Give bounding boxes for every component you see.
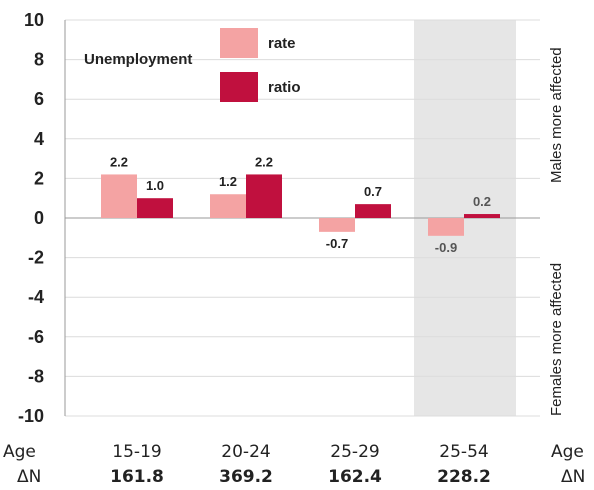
bar-ratio-25-54 [464,214,500,218]
data-label-rate-20-24: 1.2 [219,174,237,189]
y-tick-label: -6 [28,327,44,347]
delta-n-value: 161.8 [110,467,164,487]
bar-rate-25-29 [319,218,355,232]
legend-label-ratio: ratio [268,79,301,96]
data-label-ratio-25-54: 0.2 [473,194,491,209]
y-tick-label: 4 [34,129,44,149]
legend-swatch-rate [220,28,258,58]
y-tick-label: 0 [34,208,44,228]
bar-ratio-20-24 [246,174,282,218]
x-tick-label: 15-19 [112,442,161,462]
delta-n-value: 162.4 [328,467,382,487]
y-tick-label: 2 [34,168,44,188]
data-label-ratio-25-29: 0.7 [364,184,382,199]
y-tick-label: -8 [28,366,44,386]
delta-n-value: 228.2 [437,467,491,487]
data-label-ratio-15-19: 1.0 [146,178,164,193]
y-tick-label: -4 [28,287,44,307]
y-tick-label: -10 [18,406,44,426]
bar-rate-20-24 [210,194,246,218]
legend-title: Unemployment [84,51,192,68]
delta-n-label-right: ΔN [561,467,585,487]
bar-ratio-15-19 [137,198,173,218]
legend: Unemployment rate ratio [84,28,301,102]
y-tick-label: 8 [34,50,44,70]
females-more-affected-label: Females more affected [548,263,565,416]
bar-ratio-25-29 [355,204,391,218]
age-row-label-right: Age [551,442,584,462]
bar-rate-15-19 [101,174,137,218]
data-label-rate-15-19: 2.2 [110,154,128,169]
y-tick-label: 10 [24,10,44,30]
delta-n-value: 369.2 [219,467,273,487]
males-more-affected-label: Males more affected [548,47,565,183]
x-tick-label: 25-29 [330,442,379,462]
data-label-rate-25-29: -0.7 [326,236,348,251]
data-label-rate-25-54: -0.9 [435,240,457,255]
data-label-ratio-20-24: 2.2 [255,154,273,169]
age-row-label-left: Age [3,442,36,462]
legend-swatch-ratio [220,72,258,102]
x-tick-label: 25-54 [439,442,488,462]
x-tick-label: 20-24 [221,442,270,462]
bar-rate-25-54 [428,218,464,236]
legend-label-rate: rate [268,35,296,52]
delta-n-label-left: ΔN [17,467,41,487]
y-tick-label: -2 [28,248,44,268]
y-tick-label: 6 [34,89,44,109]
